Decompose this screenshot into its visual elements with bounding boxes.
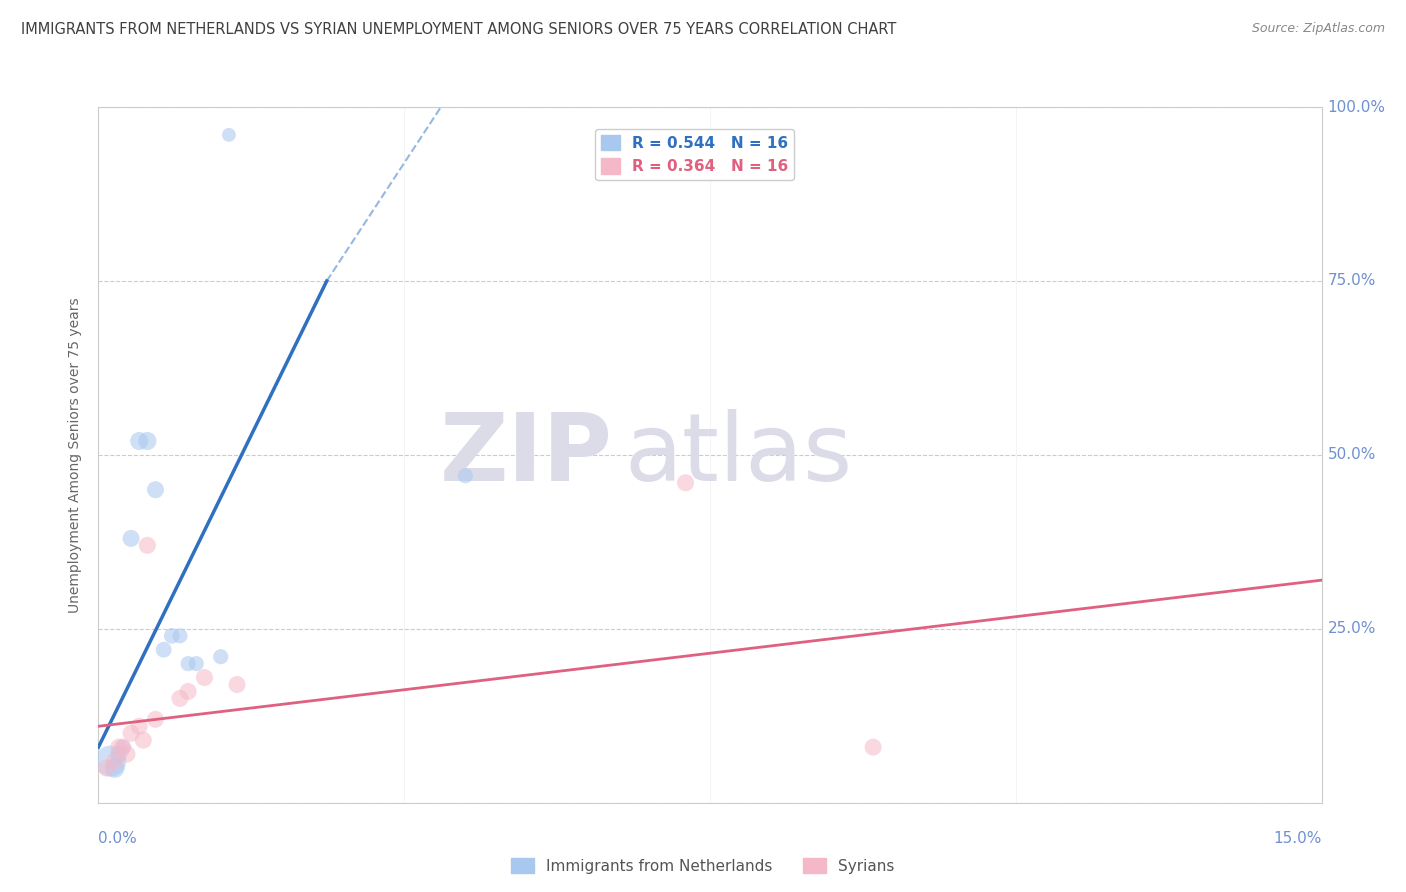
Legend: Immigrants from Netherlands, Syrians: Immigrants from Netherlands, Syrians bbox=[505, 852, 901, 880]
Point bbox=[862, 740, 884, 755]
Point bbox=[128, 434, 150, 448]
Point bbox=[104, 761, 127, 775]
Text: 25.0%: 25.0% bbox=[1327, 622, 1376, 636]
Text: 100.0%: 100.0% bbox=[1327, 100, 1386, 114]
Point bbox=[100, 754, 122, 768]
Point bbox=[120, 532, 142, 546]
Point bbox=[136, 538, 159, 552]
Point bbox=[177, 657, 200, 671]
Y-axis label: Unemployment Among Seniors over 75 years: Unemployment Among Seniors over 75 years bbox=[69, 297, 83, 613]
Point bbox=[160, 629, 183, 643]
Text: atlas: atlas bbox=[624, 409, 852, 501]
Point bbox=[108, 740, 131, 755]
Text: 0.0%: 0.0% bbox=[98, 830, 138, 846]
Point bbox=[136, 434, 159, 448]
Point bbox=[108, 747, 131, 761]
Text: ZIP: ZIP bbox=[439, 409, 612, 501]
Point bbox=[226, 677, 249, 691]
Point bbox=[193, 671, 215, 685]
Text: Source: ZipAtlas.com: Source: ZipAtlas.com bbox=[1251, 22, 1385, 36]
Point bbox=[111, 740, 134, 755]
Point bbox=[186, 657, 208, 671]
Text: 75.0%: 75.0% bbox=[1327, 274, 1376, 288]
Point bbox=[104, 754, 127, 768]
Text: 15.0%: 15.0% bbox=[1274, 830, 1322, 846]
Point bbox=[675, 475, 697, 490]
Text: 50.0%: 50.0% bbox=[1327, 448, 1376, 462]
Point bbox=[152, 642, 174, 657]
Point bbox=[169, 691, 191, 706]
Point bbox=[128, 719, 150, 733]
Point bbox=[169, 629, 191, 643]
Point bbox=[454, 468, 477, 483]
Point bbox=[145, 712, 167, 726]
Point bbox=[120, 726, 142, 740]
Point bbox=[218, 128, 240, 142]
Point bbox=[132, 733, 155, 747]
Text: IMMIGRANTS FROM NETHERLANDS VS SYRIAN UNEMPLOYMENT AMONG SENIORS OVER 75 YEARS C: IMMIGRANTS FROM NETHERLANDS VS SYRIAN UN… bbox=[21, 22, 897, 37]
Point bbox=[115, 747, 138, 761]
Point bbox=[111, 740, 134, 755]
Point bbox=[145, 483, 167, 497]
Point bbox=[96, 761, 118, 775]
Point bbox=[177, 684, 200, 698]
Point bbox=[209, 649, 232, 664]
Legend: R = 0.544   N = 16, R = 0.364   N = 16: R = 0.544 N = 16, R = 0.364 N = 16 bbox=[595, 128, 794, 180]
